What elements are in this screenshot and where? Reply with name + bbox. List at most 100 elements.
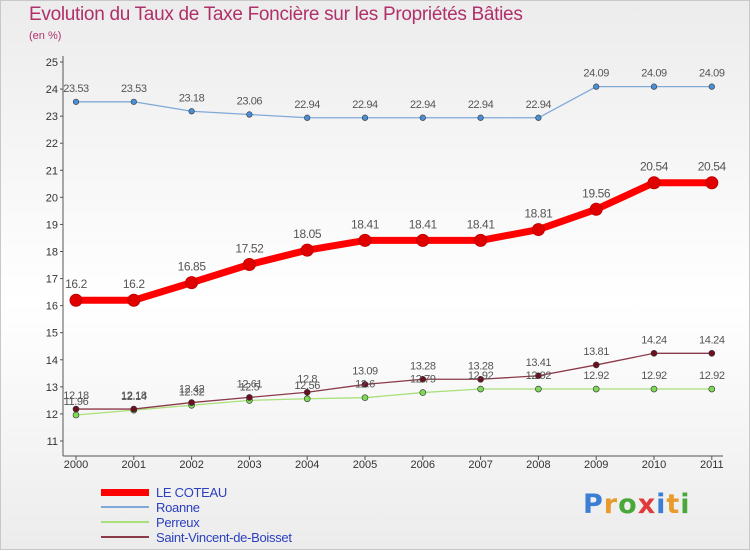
data-point <box>188 399 195 406</box>
chart-subtitle: (en %) <box>29 30 62 42</box>
data-point <box>650 385 658 393</box>
data-label: 12.14 <box>121 391 147 403</box>
y-tick-label: 17 <box>46 274 58 286</box>
data-point <box>416 233 430 247</box>
data-label: 24.09 <box>583 68 609 80</box>
data-label: 13.09 <box>352 365 378 377</box>
x-tick-label: 2004 <box>295 459 319 471</box>
legend-label: LE COTEAU <box>156 485 227 500</box>
data-label: 12.5 <box>239 381 259 393</box>
series-line-0 <box>76 179 712 304</box>
data-point <box>419 375 427 383</box>
y-tick-label: 22 <box>46 138 58 150</box>
data-point <box>242 257 256 271</box>
data-label: 12.92 <box>468 370 494 382</box>
data-label: 17.52 <box>235 241 264 255</box>
data-point <box>419 114 426 121</box>
proxiti-logo: Proxiti <box>583 489 691 520</box>
data-label: 16.2 <box>123 277 145 291</box>
data-point <box>589 202 603 216</box>
data-point <box>419 389 427 396</box>
legend-swatch <box>101 536 149 538</box>
data-label: 13.28 <box>468 360 494 372</box>
data-point <box>592 385 600 393</box>
x-tick-label: 2011 <box>700 459 724 471</box>
data-point <box>650 349 658 357</box>
data-point <box>361 381 369 388</box>
data-label: 12.42 <box>179 384 205 396</box>
data-point <box>708 349 716 357</box>
legend-label: Perreux <box>156 515 200 530</box>
logo-letter: r <box>603 489 619 520</box>
data-label: 18.05 <box>293 227 322 241</box>
x-tick-label: 2010 <box>642 459 666 471</box>
x-tick-label: 2002 <box>179 459 203 471</box>
data-label: 23.53 <box>121 83 147 95</box>
data-label: 22.94 <box>468 99 494 111</box>
data-point <box>531 223 545 237</box>
y-tick-label: 25 <box>46 57 58 69</box>
data-point <box>361 114 369 121</box>
data-label: 18.81 <box>524 207 553 221</box>
data-point <box>535 385 542 393</box>
data-label: 12.32 <box>179 386 205 398</box>
chart-title: Evolution du Taux de Taxe Foncière sur l… <box>29 4 523 25</box>
data-label: 12.6 <box>355 379 375 391</box>
data-label: 12.8 <box>297 373 317 385</box>
data-label: 13.28 <box>410 360 436 372</box>
y-tick-label: 12 <box>46 409 58 421</box>
logo-letter: i <box>656 489 667 520</box>
data-point <box>474 233 488 247</box>
data-label: 12.18 <box>63 390 89 402</box>
data-point <box>650 83 658 90</box>
data-label: 12.56 <box>294 380 320 392</box>
data-label: 13.41 <box>526 357 552 369</box>
y-tick-label: 11 <box>47 436 58 448</box>
data-point <box>647 176 661 190</box>
y-tick-label: 24 <box>46 84 58 96</box>
data-label: 18.41 <box>351 217 380 231</box>
data-point <box>592 361 600 369</box>
data-label: 23.06 <box>237 96 263 108</box>
data-point <box>300 243 314 257</box>
data-point <box>477 114 484 121</box>
data-label: 12.18 <box>121 390 147 402</box>
x-tick-label: 2003 <box>237 459 261 471</box>
data-label: 12.79 <box>410 374 436 386</box>
data-label: 12.92 <box>526 370 552 382</box>
legend-label: Saint-Vincent-de-Boisset <box>156 530 292 545</box>
data-label: 14.24 <box>699 334 725 346</box>
data-point <box>246 111 253 118</box>
data-label: 12.61 <box>237 378 263 390</box>
y-tick-label: 15 <box>46 328 58 340</box>
data-point <box>361 394 369 401</box>
y-tick-label: 13 <box>46 382 58 394</box>
data-point <box>535 372 542 380</box>
data-point <box>188 108 195 115</box>
data-point <box>130 405 138 413</box>
data-label: 18.41 <box>467 217 496 231</box>
legend-swatch <box>101 488 149 496</box>
logo-letter: P <box>583 489 604 520</box>
data-point <box>477 375 484 383</box>
data-label: 19.56 <box>582 186 611 200</box>
data-point <box>303 388 311 396</box>
legend-swatch <box>101 506 149 508</box>
y-tick-label: 14 <box>46 355 58 367</box>
data-point <box>130 98 137 105</box>
series-line-2 <box>75 388 712 416</box>
y-tick-label: 23 <box>46 111 58 123</box>
data-label: 22.94 <box>526 99 552 111</box>
data-point <box>72 411 80 419</box>
data-point <box>185 276 199 290</box>
series-line-3 <box>76 352 712 410</box>
data-point <box>304 114 311 121</box>
x-tick-label: 2006 <box>411 459 435 471</box>
logo-letter: x <box>637 489 657 520</box>
y-tick-label: 19 <box>46 219 58 231</box>
y-tick-label: 18 <box>46 247 58 259</box>
y-tick-label: 21 <box>46 165 58 177</box>
data-point <box>358 233 372 247</box>
